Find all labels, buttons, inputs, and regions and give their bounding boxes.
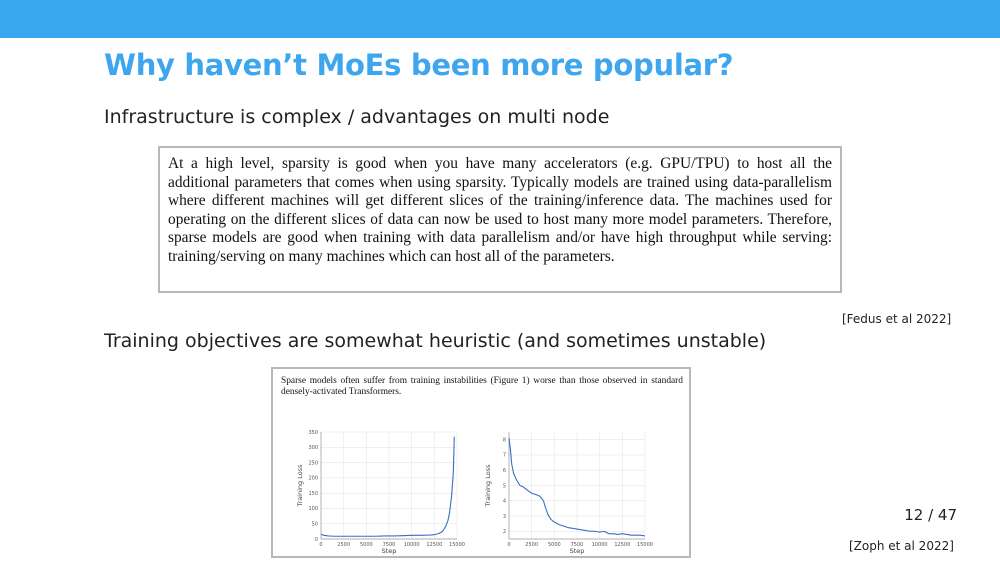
x-tick-label: 15000 [449,542,465,548]
section-heading-training: Training objectives are somewhat heurist… [104,330,767,352]
x-tick-label: 7500 [571,542,584,548]
y-tick-label: 250 [308,460,318,466]
x-tick-label: 10000 [592,542,608,548]
y-tick-label: 5 [503,483,506,489]
quote-text: At a high level, sparsity is good when y… [168,155,832,265]
y-tick-label: 4 [503,499,506,505]
page-number: 12 / 47 [904,506,957,524]
x-tick-label: 2500 [525,542,538,548]
y-tick-label: 3 [503,514,506,520]
y-tick-label: 7 [503,453,506,459]
y-tick-label: 50 [312,522,318,528]
x-axis-label: Step [382,547,397,555]
y-tick-label: 8 [503,437,506,443]
figure-caption: Sparse models often suffer from training… [281,376,683,398]
y-tick-label: 150 [308,491,318,497]
loss-series-line [508,438,646,537]
y-tick-label: 6 [503,468,506,474]
slide-title: Why haven’t MoEs been more popular? [104,48,734,82]
header-bar [0,0,1000,38]
y-axis-label: Training Loss [296,464,304,508]
section-heading-infrastructure: Infrastructure is complex / advantages o… [104,106,610,128]
x-tick-label: 7500 [383,542,396,548]
y-tick-label: 0 [315,537,318,543]
quote-box: At a high level, sparsity is good when y… [158,146,842,293]
figure-box: Sparse models often suffer from training… [271,367,691,558]
y-tick-label: 200 [308,476,318,482]
citation-zoph: [Zoph et al 2022] [849,539,954,553]
loss-series-line [320,436,455,537]
citation-fedus: [Fedus et al 2022] [842,312,952,326]
x-tick-label: 2500 [337,542,350,548]
y-axis-label: Training Loss [484,464,492,508]
x-tick-label: 0 [319,542,322,548]
chart-loss-stable: 0 2500 5000 7500 10000 12500 15000 2 3 4 5 6 7 8 Step T… [484,432,653,555]
x-tick-label: 15000 [637,542,653,548]
x-tick-label: 10000 [404,542,420,548]
y-tick-label: 300 [308,445,318,451]
y-tick-label: 350 [308,430,318,436]
y-tick-label: 100 [308,506,318,512]
x-axis-label: Step [570,547,585,555]
x-tick-label: 5000 [360,542,373,548]
x-tick-label: 12500 [426,542,442,548]
chart-loss-unstable: 0 2500 5000 7500 10000 12500 15000 0 50 100 150 200… [296,430,465,555]
y-tick-label: 2 [503,529,506,535]
x-tick-label: 0 [507,542,510,548]
x-tick-label: 5000 [548,542,561,548]
x-tick-label: 12500 [614,542,630,548]
